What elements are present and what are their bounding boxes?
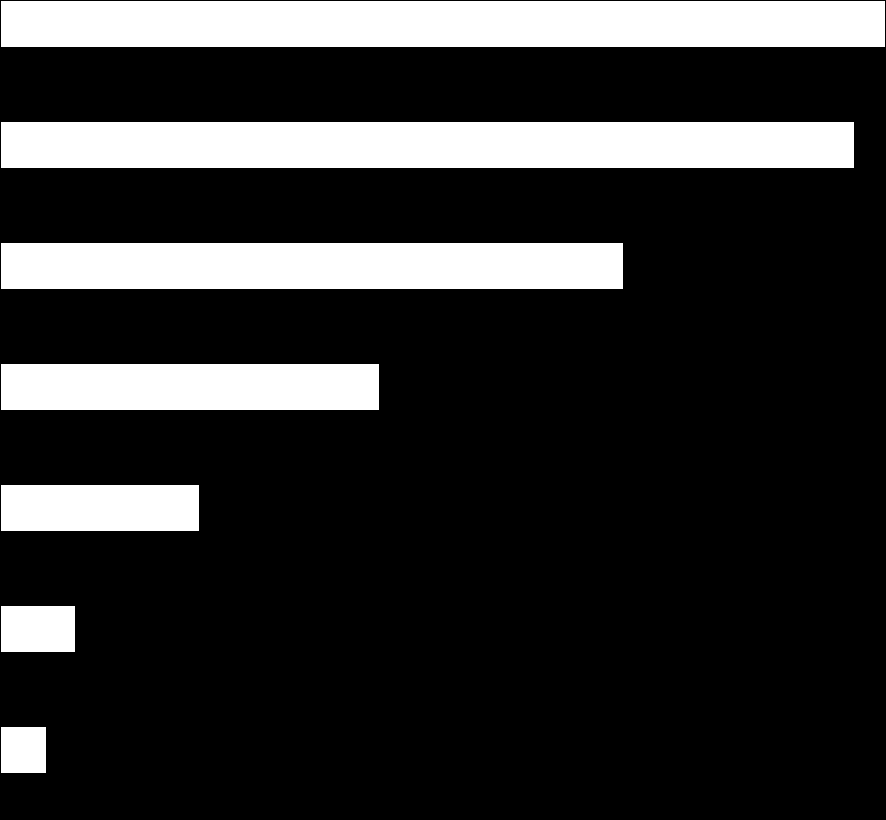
horizontal-bar-chart <box>0 0 886 820</box>
bar-4 <box>0 484 200 532</box>
bar-0 <box>0 0 886 48</box>
bar-3 <box>0 363 380 411</box>
bar-1 <box>0 121 855 169</box>
bar-5 <box>0 605 76 653</box>
bar-2 <box>0 242 624 290</box>
bar-6 <box>0 726 47 774</box>
